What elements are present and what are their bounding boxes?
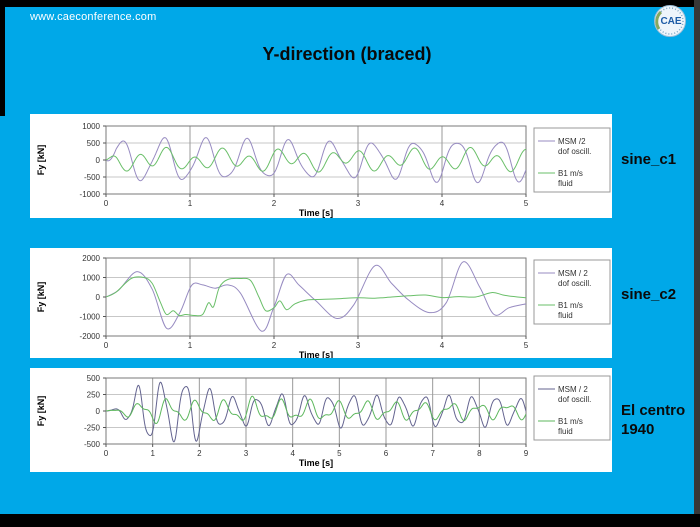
series-line-0 <box>106 381 526 443</box>
x-tick-label: 0 <box>104 341 109 350</box>
y-tick-label: -1000 <box>80 313 101 322</box>
x-tick-label: 3 <box>356 199 361 208</box>
legend-label: fluid <box>558 427 573 436</box>
y-tick-label: -2000 <box>80 332 101 341</box>
y-tick-label: 250 <box>87 391 101 400</box>
legend-label: MSM / 2 <box>558 385 588 394</box>
x-tick-label: 0 <box>104 199 109 208</box>
y-tick-label: -1000 <box>80 190 101 199</box>
legend-box <box>533 259 611 325</box>
legend-label: fluid <box>558 179 573 188</box>
legend-box <box>533 375 611 441</box>
x-tick-label: 3 <box>244 449 249 458</box>
x-tick-label: 8 <box>477 449 482 458</box>
legend-label: MSM /2 <box>558 137 586 146</box>
x-tick-label: 2 <box>272 341 277 350</box>
x-tick-label: 4 <box>440 199 445 208</box>
x-tick-label: 4 <box>440 341 445 350</box>
logo-ring-icon <box>656 7 684 35</box>
x-tick-label: 1 <box>188 199 193 208</box>
x-tick-label: 4 <box>290 449 295 458</box>
chart-panel-sine-c2: 2000 1000 0 -1000 -2000 0 1 2 3 4 5 Fy [kN] Time [s]… <box>30 248 612 358</box>
legend-label: B1 m/s <box>558 301 583 310</box>
y-axis-label: Fy [kN] <box>36 396 46 427</box>
y-tick-label: 1000 <box>82 274 100 283</box>
x-tick-label: 5 <box>524 341 529 350</box>
right-dark-edge <box>694 0 700 527</box>
legend-label: fluid <box>558 311 573 320</box>
y-tick-label: 0 <box>96 407 101 416</box>
y-tick-label: 0 <box>96 156 101 165</box>
legend-label: MSM / 2 <box>558 269 588 278</box>
x-tick-label: 2 <box>197 449 202 458</box>
x-tick-label: 5 <box>524 199 529 208</box>
y-axis-label: Fy [kN] <box>36 145 46 176</box>
series-line-1 <box>106 395 526 424</box>
chart-label-sine-c2: sine_c2 <box>621 286 677 303</box>
y-tick-label: -250 <box>84 424 101 433</box>
y-tick-label: 500 <box>87 139 101 148</box>
chart-panel-el-centro: 500 250 0 -250 -500 0 1 2 3 4 5 6 7 8 9 Fy [kN] Time [s]… <box>30 368 612 472</box>
plot-border <box>105 125 527 195</box>
page-title: Y-direction (braced) <box>262 44 432 64</box>
x-axis-label: Time [s] <box>299 458 333 468</box>
y-tick-label: -500 <box>84 173 101 182</box>
legend-box <box>533 127 611 193</box>
legend-label: dof oscill. <box>558 279 591 288</box>
cae-logo-graphic: CAE <box>654 5 686 37</box>
x-tick-label: 1 <box>150 449 155 458</box>
legend-label: dof oscill. <box>558 147 591 156</box>
y-tick-label: -500 <box>84 440 101 449</box>
series-line-0 <box>106 261 526 332</box>
y-tick-label: 500 <box>87 374 101 383</box>
series-line-1 <box>106 276 526 317</box>
bottom-black-bar <box>0 514 700 527</box>
x-tick-label: 3 <box>356 341 361 350</box>
x-tick-label: 7 <box>430 449 435 458</box>
x-tick-label: 0 <box>104 449 109 458</box>
x-tick-label: 2 <box>272 199 277 208</box>
x-axis-label: Time [s] <box>299 350 333 358</box>
left-black-edge <box>0 0 5 116</box>
chart-label-el-centro: El centro 1940 <box>621 402 686 438</box>
x-tick-label: 9 <box>524 449 529 458</box>
chart-panel-sine-c1: 1000 500 0 -500 -1000 0 1 2 3 4 5 Fy [kN] Time [s] MS… <box>30 114 612 218</box>
x-tick-label: 1 <box>188 341 193 350</box>
cae-logo: CAE <box>652 3 688 39</box>
legend-label: dof oscill. <box>558 395 591 404</box>
series-line-1 <box>106 146 526 173</box>
logo-circle <box>654 5 686 37</box>
y-tick-label: 1000 <box>82 122 100 131</box>
x-axis-label: Time [s] <box>299 208 333 218</box>
chart-label-sine-c1: sine_c1 <box>621 151 677 168</box>
logo-text: CAE <box>660 16 681 27</box>
y-tick-label: 2000 <box>82 254 100 263</box>
y-tick-label: 0 <box>96 293 101 302</box>
legend-label: B1 m/s <box>558 417 583 426</box>
series-line-0 <box>106 137 526 184</box>
x-tick-label: 5 <box>337 449 342 458</box>
legend-label: B1 m/s <box>558 169 583 178</box>
x-tick-label: 6 <box>384 449 389 458</box>
y-axis-label: Fy [kN] <box>36 282 46 313</box>
conference-url-link[interactable]: www.caeconference.com <box>30 11 157 23</box>
logo-swirl-icon <box>655 10 663 30</box>
top-black-bar <box>0 0 700 7</box>
